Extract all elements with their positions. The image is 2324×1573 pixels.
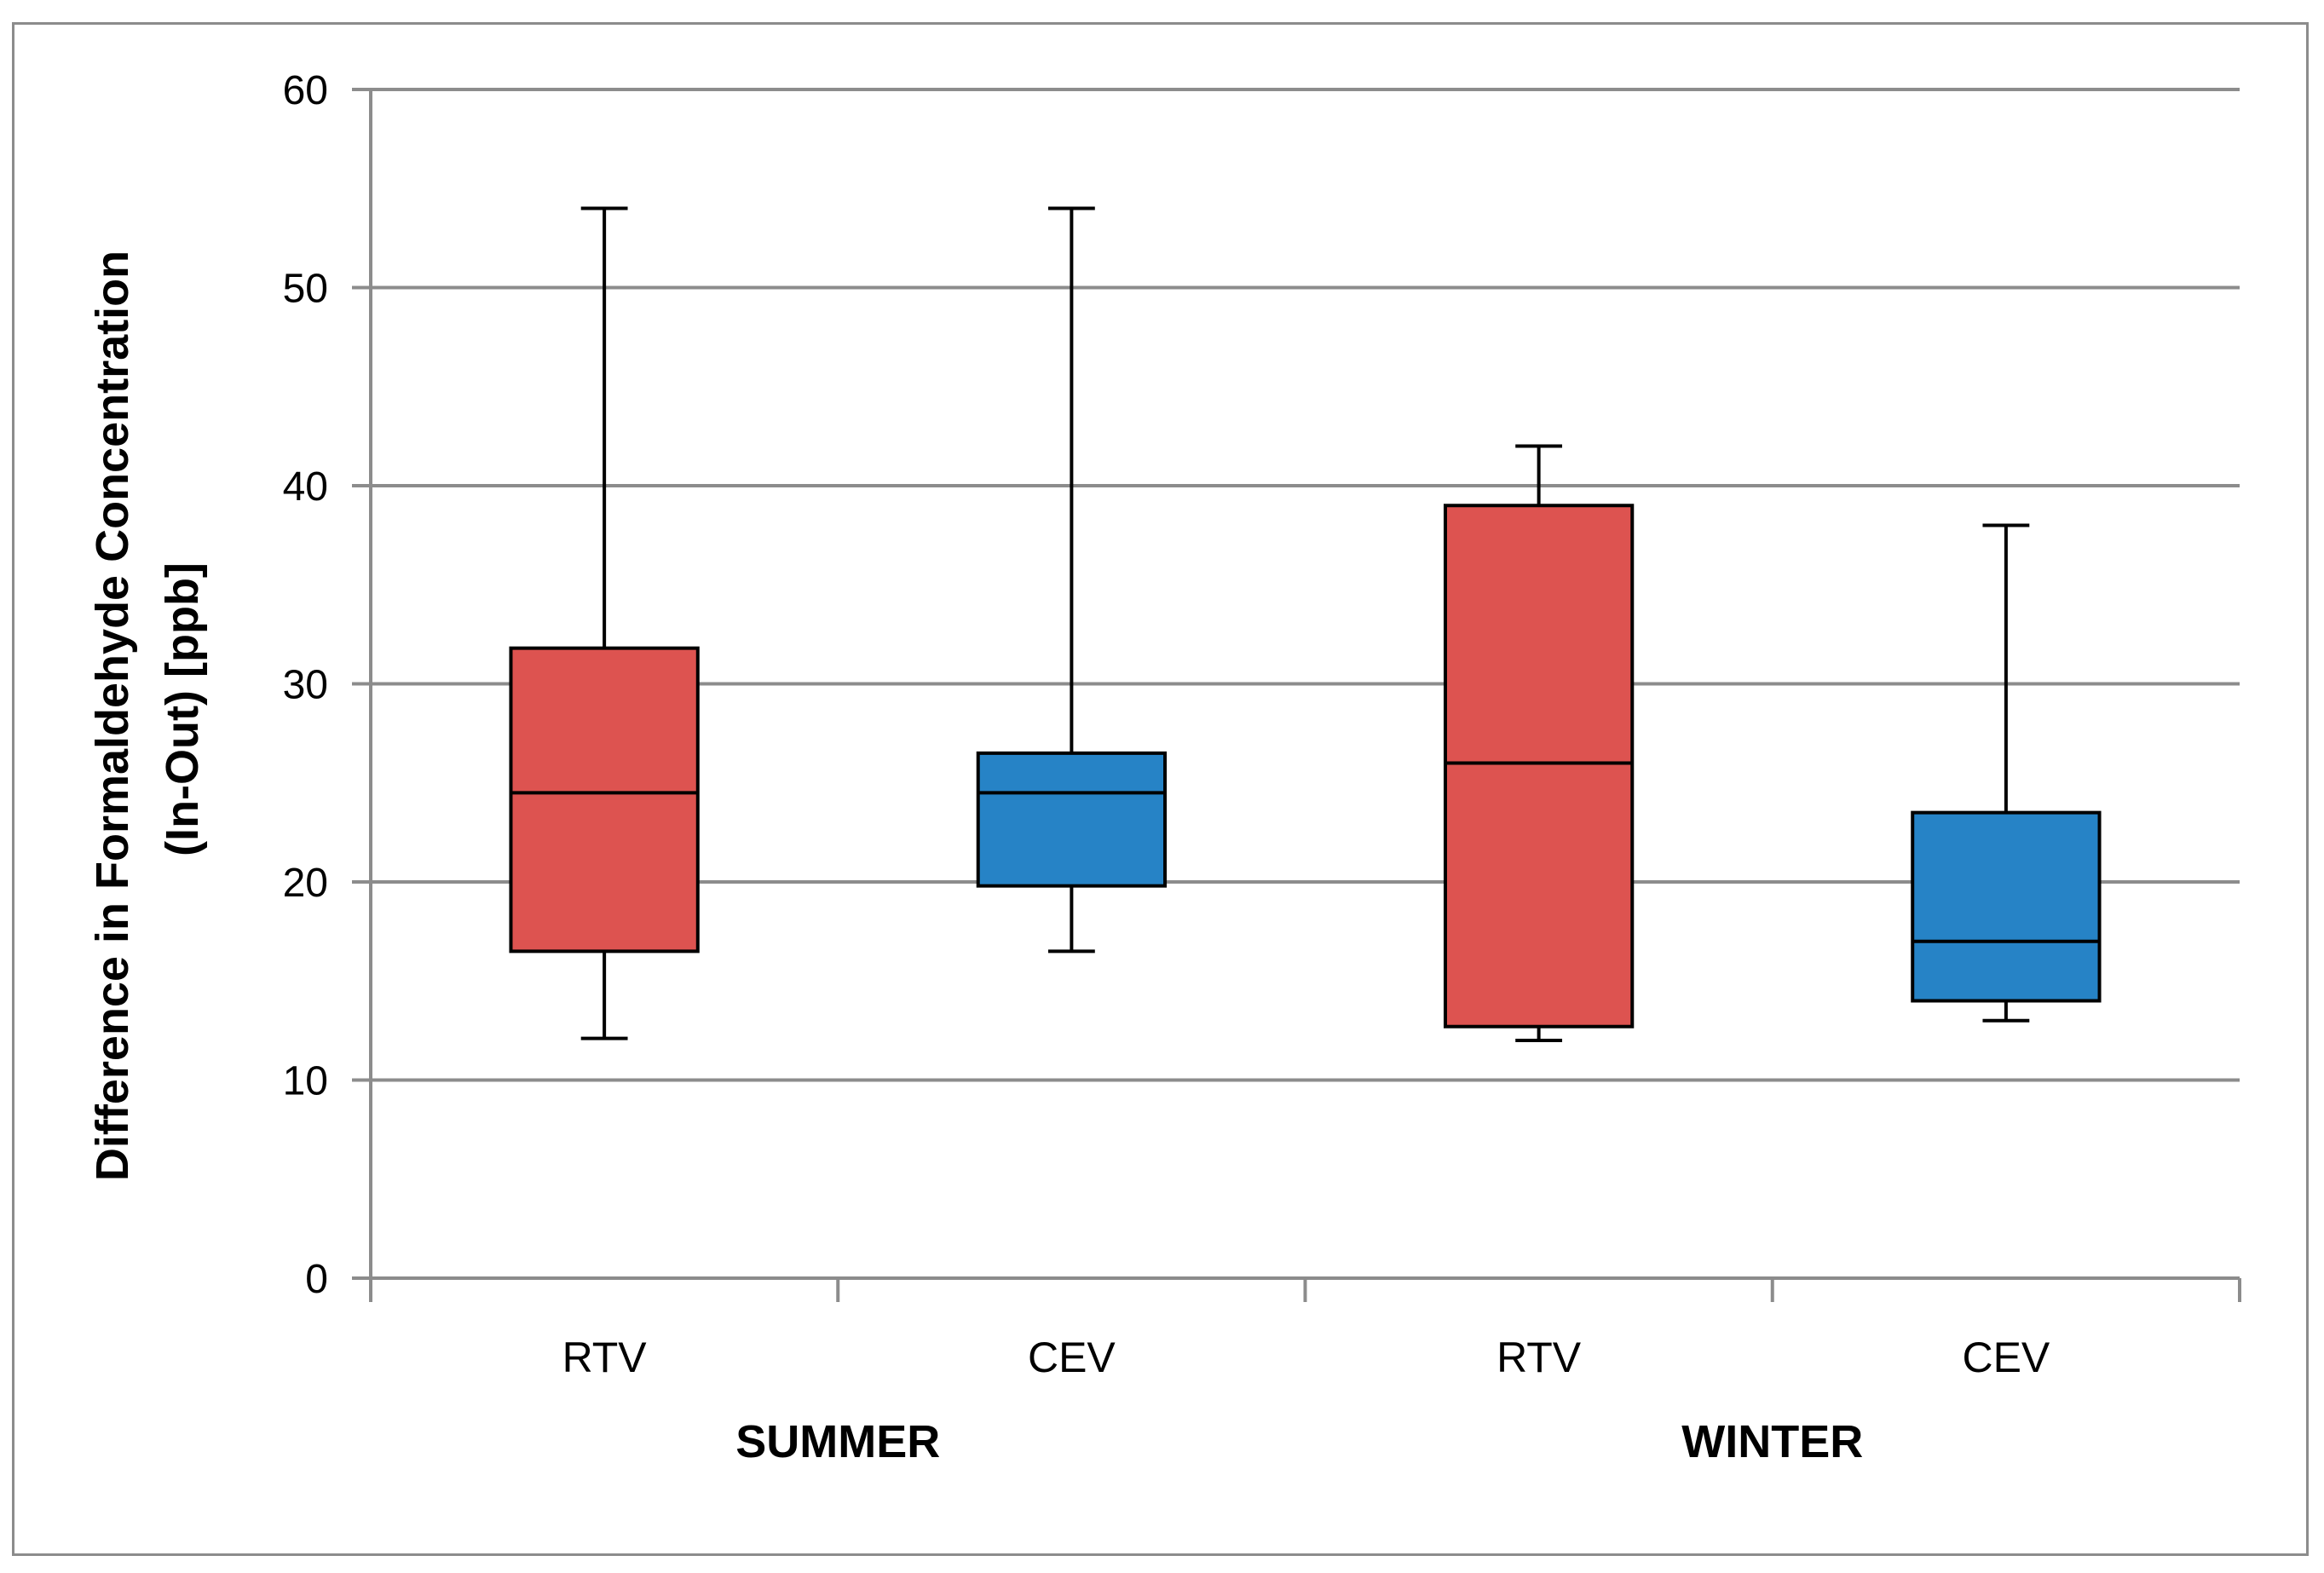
box-winter-rtv (1443, 444, 1635, 1042)
y-tick-label-50: 50 (283, 267, 328, 312)
y-tick-label-60: 60 (283, 68, 328, 113)
y-tick-label-0: 0 (305, 1257, 328, 1302)
y-tick-label-40: 40 (283, 464, 328, 510)
y-tick-label-10: 10 (283, 1059, 328, 1104)
x-category-label-winter-cev: CEV (1962, 1334, 2050, 1381)
box-series (509, 206, 2102, 1042)
iqr-box-winter-cev (1911, 810, 2102, 1003)
x-category-label-summer-cev: CEV (1028, 1334, 1116, 1381)
axes (352, 88, 2241, 1302)
iqr-box-summer-rtv (509, 646, 700, 954)
y-axis-title: Difference in Formaldehyde Concentration… (87, 238, 208, 1181)
iqr-box-winter-rtv (1443, 504, 1635, 1028)
x-category-label-winter-rtv: RTV (1496, 1334, 1582, 1381)
box-summer-rtv (509, 206, 700, 1040)
x-category-label-summer-rtv: RTV (562, 1334, 648, 1381)
axis-labels: 0 10 20 30 40 50 60 RTV CEV SUMMER RTV CEV WINTER (283, 68, 2050, 1467)
y-axis-title-line-2: (In-Out) [ppb] (157, 562, 208, 856)
box-winter-cev (1911, 523, 2102, 1023)
x-group-label-winter: WINTER (1681, 1416, 1863, 1467)
x-group-label-summer: SUMMER (735, 1416, 940, 1467)
y-tick-label-20: 20 (283, 861, 328, 906)
box-summer-cev (976, 206, 1168, 954)
y-tick-label-30: 30 (283, 663, 328, 708)
y-axis-title-line-1: Difference in Formaldehyde Concentration (87, 251, 138, 1181)
iqr-box-summer-cev (976, 751, 1168, 888)
